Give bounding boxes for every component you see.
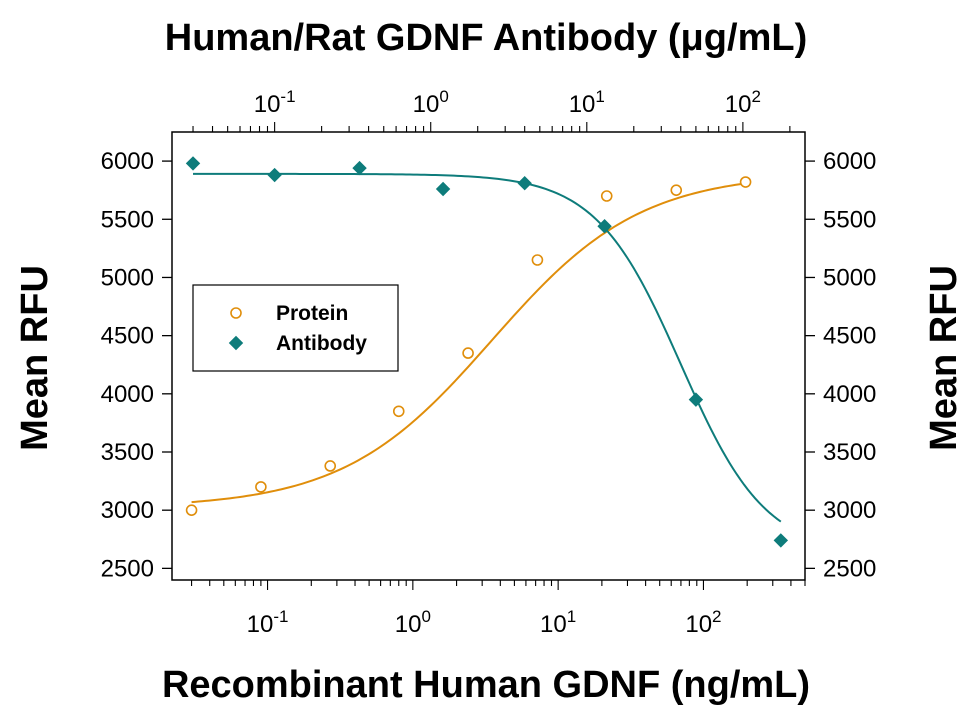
x-bottom-tick-label: 100 [395,607,431,638]
fit-curves [191,172,782,523]
y-tick-label-left: 3500 [101,439,154,466]
y-tick-label-left: 4500 [101,323,154,350]
y-axis-label-left: Mean RFU [14,265,56,451]
x-top-tick-label: 10-1 [254,87,296,118]
x-bottom-tick-label: 101 [540,607,576,638]
x-top-tick-label: 102 [725,87,761,118]
x-bottom-tick-label: 10-1 [247,607,289,638]
antibody-data-point [435,181,451,197]
y-tick-label-left: 6000 [101,148,154,175]
antibody-data-point [773,533,789,548]
y-axis-label-right: Mean RFU [923,265,965,451]
x-axis-label: Recombinant Human GDNF (ng/mL) [162,664,810,706]
axis-ticks: 2500 2500 3000 3000 3500 3500 4000 4000 4500 4500… [101,87,877,638]
y-tick-label-right: 4500 [823,323,876,350]
protein-fit-curve [191,182,746,504]
antibody-legend-marker [228,335,244,351]
protein-data-point [185,504,198,516]
plot-frame [171,131,806,581]
y-tick-label-left: 2500 [101,555,154,582]
antibody-data-point [267,167,282,183]
y-tick-label-right: 3500 [823,439,876,466]
y-tick-label-left: 4000 [101,381,154,408]
protein-data-point [392,405,405,418]
x-top-tick-label: 101 [569,87,605,118]
protein-data-point [600,190,613,202]
antibody-legend-label: Antibody [276,332,367,355]
x-bottom-tick-label: 102 [685,607,721,638]
legend: Protein Antibody [192,284,399,372]
protein-data-point [739,176,752,188]
y-tick-label-right: 6000 [823,148,876,175]
protein-data-point [462,347,474,359]
y-tick-label-right: 5500 [823,206,876,233]
protein-legend-label: Protein [276,302,348,325]
protein-data-point [670,184,683,196]
protein-data-point [531,254,544,266]
protein-legend-marker [230,307,242,319]
antibody-data-point [352,160,367,176]
antibody-fit-curve [193,172,782,523]
y-tick-label-left: 5000 [101,264,154,291]
data-points [185,156,789,548]
antibody-data-point [185,156,201,171]
legend-box [192,284,399,372]
y-tick-label-left: 3000 [101,497,154,524]
antibody-data-point [517,175,532,191]
protein-data-point [255,481,267,493]
y-tick-label-right: 4000 [823,381,876,408]
x-top-tick-label: 100 [413,87,449,118]
antibody-data-point [688,392,704,407]
y-tick-label-right: 3000 [823,497,876,524]
chart-title: Human/Rat GDNF Antibody (μg/mL) [165,17,807,59]
protein-data-point [324,460,337,472]
y-tick-label-right: 2500 [823,555,876,582]
antibody-data-point [597,219,612,234]
y-tick-label-right: 5000 [823,264,876,291]
y-tick-label-left: 5500 [101,206,154,233]
